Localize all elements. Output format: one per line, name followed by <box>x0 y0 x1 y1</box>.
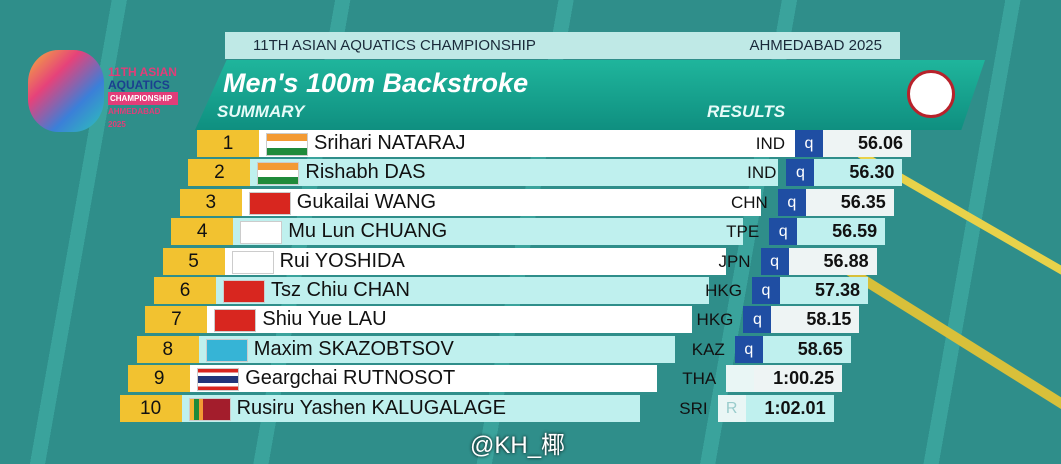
rank-cell: 2 <box>188 159 251 187</box>
qualifier: q <box>760 247 789 275</box>
rank-cell: 10 <box>119 394 182 422</box>
logo-line: AHMEDABAD 2025 <box>108 107 161 129</box>
time: 56.35 <box>805 188 894 216</box>
qualifier: q <box>734 335 763 363</box>
athlete-name: Mu Lun CHUANG <box>288 220 448 243</box>
name-row <box>181 394 641 422</box>
time: 1:00.25 <box>754 365 843 393</box>
flag <box>188 397 231 421</box>
name-row <box>216 277 709 304</box>
country: SRI <box>679 398 708 418</box>
name-row <box>198 335 675 363</box>
country: HKG <box>696 310 734 330</box>
time: 1:02.01 <box>745 394 834 422</box>
qualifier <box>726 365 755 393</box>
title: Men's 100m Backstroke <box>223 68 529 98</box>
country: HKG <box>705 281 742 300</box>
event-banner: 11TH ASIAN AQUATICS CHAMPIONSHIP AHMEDAB… <box>225 32 900 59</box>
federation-badge <box>907 70 955 118</box>
flag <box>248 191 291 215</box>
time: 57.38 <box>780 277 868 304</box>
flag <box>266 133 308 156</box>
time: 58.65 <box>762 335 851 363</box>
rank-cell: 3 <box>179 188 242 216</box>
time: 58.15 <box>771 306 860 334</box>
flag <box>214 309 257 333</box>
rank-cell: 9 <box>128 365 191 393</box>
logo-lion <box>28 50 104 132</box>
event-name: 11TH ASIAN AQUATICS CHAMPIONSHIP <box>253 37 536 54</box>
rank-cell: 8 <box>136 335 199 363</box>
flag <box>205 338 248 362</box>
country: THA <box>682 369 717 389</box>
athlete-name: Geargchai RUTNOSOT <box>245 367 456 390</box>
logo-line: 11TH ASIAN <box>108 65 177 79</box>
athlete-name: Srihari NATARAJ <box>314 132 466 154</box>
rank-cell: 4 <box>171 218 234 246</box>
flag <box>223 280 265 303</box>
results-label: RESULTS <box>707 102 786 121</box>
flag <box>240 221 283 245</box>
title-bar: Men's 100m Backstroke SUMMARY RESULTS <box>195 60 985 130</box>
country: JPN <box>718 251 751 271</box>
logo-line: AQUATICS <box>108 78 170 92</box>
name-row <box>233 218 744 246</box>
qualifier: q <box>795 130 823 157</box>
qualifier: R <box>717 394 746 422</box>
flag <box>257 162 300 186</box>
rank-cell: 6 <box>154 277 216 304</box>
athlete-name: Rishabh DAS <box>305 161 426 184</box>
summary-label: SUMMARY <box>217 102 305 121</box>
rank-cell: 1 <box>197 130 259 157</box>
logo-text: 11TH ASIAN AQUATICS CHAMPIONSHIP AHMEDAB… <box>108 66 178 131</box>
athlete-name: Maxim SKAZOBTSOV <box>253 337 454 360</box>
time: 56.88 <box>788 247 877 275</box>
country: CHN <box>730 192 768 212</box>
rank-cell: 7 <box>145 306 208 334</box>
athlete-name: Rusiru Yashen KALUGALAGE <box>236 396 506 419</box>
country: TPE <box>726 222 760 242</box>
watermark: @KH_椰 <box>470 432 566 459</box>
name-row <box>190 365 658 393</box>
qualifier: q <box>777 188 806 216</box>
qualifier: q <box>786 159 815 187</box>
qualifier: q <box>769 218 798 246</box>
flag <box>197 368 240 392</box>
name-row <box>224 247 727 275</box>
athlete-name: Gukailai WANG <box>296 190 437 213</box>
flag <box>231 250 274 274</box>
time: 56.59 <box>797 218 886 246</box>
athlete-name: Tsz Chiu CHAN <box>271 279 410 301</box>
name-row <box>250 159 778 187</box>
venue: AHMEDABAD 2025 <box>749 37 882 54</box>
name-row <box>259 130 795 157</box>
lane-rope <box>837 260 1061 418</box>
name-row <box>241 188 761 216</box>
country: KAZ <box>691 339 725 359</box>
name-row <box>207 306 692 334</box>
logo-line: CHAMPIONSHIP <box>108 92 178 105</box>
qualifier: q <box>743 306 772 334</box>
time: 56.06 <box>823 130 911 157</box>
time: 56.30 <box>814 159 903 187</box>
qualifier: q <box>752 277 780 304</box>
athlete-name: Shiu Yue LAU <box>262 308 387 331</box>
country: IND <box>747 163 777 183</box>
rank-cell: 5 <box>162 247 225 275</box>
country: IND <box>755 134 785 153</box>
logo: 11TH ASIAN AQUATICS CHAMPIONSHIP AHMEDAB… <box>28 50 178 132</box>
athlete-name: Rui YOSHIDA <box>279 249 405 272</box>
